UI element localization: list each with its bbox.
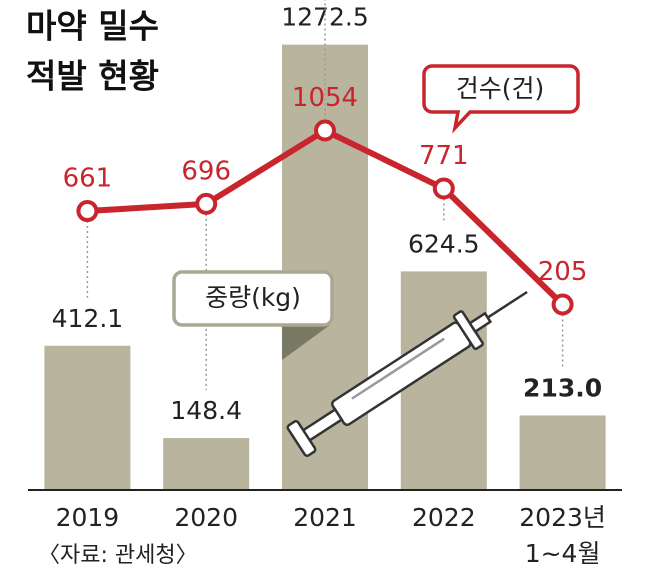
bar [163,438,250,490]
source: 〈자료: 관세청〉 [38,543,198,568]
x-tick-label: 2023년 1~4월 [519,503,606,568]
syringe-illustration [286,290,528,457]
bar-value-label: 1272.5 [281,3,368,32]
bar-value-label: 148.4 [170,396,242,425]
x-tick-label: 2020 [174,503,238,532]
line-value-label: 771 [419,141,469,171]
line-value-label: 696 [181,156,231,186]
line-point [314,119,336,142]
x-tick-label: 2022 [411,503,476,532]
chart-title: 적발 현황 [26,57,159,96]
line-point [195,192,218,215]
line-value-label: 205 [538,257,588,287]
line-point [551,293,574,316]
line-point [76,200,99,223]
bar-value-label: 213.0 [523,373,602,402]
bar-value-label: 624.5 [408,229,480,258]
x-tick-label: 2021 [293,503,357,532]
legend-box [422,64,580,134]
legend-tail [282,325,330,360]
line-point [432,177,455,200]
bar-value-label: 412.1 [52,304,124,333]
bar [519,415,606,490]
line-value-label: 1054 [292,83,358,113]
legend-label: 중량(kg) [205,283,301,312]
legend-box [172,270,334,327]
bar [44,345,131,490]
line-value-label: 661 [63,164,113,194]
legend-label: 건수(건) [456,74,545,103]
chart-title: 마약 밀수 [26,7,159,46]
x-tick-label: 2019 [55,503,120,532]
